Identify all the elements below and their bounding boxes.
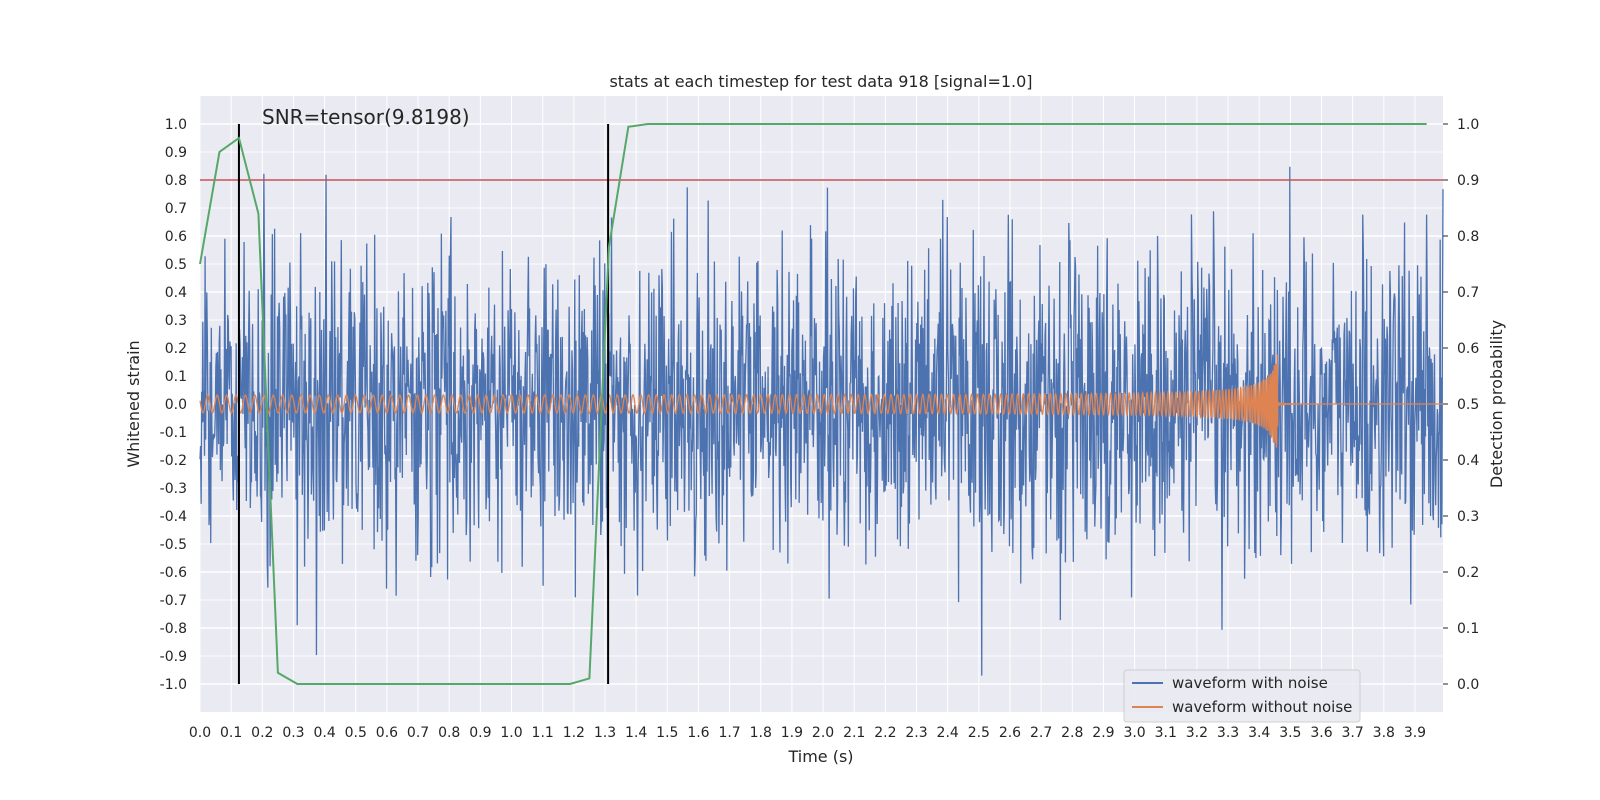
x-tick-label: 0.7 — [407, 725, 429, 741]
y-tick-label: 0.2 — [165, 341, 187, 357]
y-tick-label: 0.7 — [165, 201, 187, 217]
x-tick-label: 2.4 — [937, 725, 959, 741]
legend: waveform with noise waveform without noi… — [1123, 669, 1361, 723]
x-tick-label: 0.6 — [376, 725, 398, 741]
x-tick-label: 2.1 — [843, 725, 865, 741]
x-tick-label: 1.6 — [687, 725, 709, 741]
y-axis-ticks: 1.0 0.9 0.8 0.7 0.6 0.5 0.4 0.3 0.2 0.1 0.0 -0.1 -0.… — [160, 117, 187, 693]
y2-tick-label: 1.0 — [1457, 117, 1479, 133]
x-tick-label: 2.8 — [1061, 725, 1083, 741]
y-tick-label: 0.4 — [165, 285, 187, 301]
x-tick-label: 2.0 — [812, 725, 834, 741]
x-tick-label: 1.9 — [781, 725, 803, 741]
x-tick-label: 2.6 — [999, 725, 1021, 741]
x-tick-label: 2.2 — [874, 725, 896, 741]
x-tick-label: 2.3 — [905, 725, 927, 741]
y2-tick-label: 0.9 — [1457, 173, 1479, 189]
y-tick-label: 0.5 — [165, 257, 187, 273]
y-tick-label: -0.3 — [160, 481, 187, 497]
x-tick-label: 0.2 — [251, 725, 273, 741]
x-tick-label: 1.7 — [718, 725, 740, 741]
x-tick-label: 1.5 — [656, 725, 678, 741]
y-tick-label: 0.3 — [165, 313, 187, 329]
series-waveform-without-noise — [199, 354, 1443, 448]
y-tick-label: -0.1 — [160, 425, 187, 441]
y-tick-label: 0.6 — [165, 229, 187, 245]
y2-tick-label: 0.3 — [1457, 509, 1479, 525]
y-tick-label: -1.0 — [160, 677, 187, 693]
x-tick-label: 2.5 — [968, 725, 990, 741]
series-waveform-with-noise — [199, 166, 1444, 676]
y2-tick-label: 0.7 — [1457, 285, 1479, 301]
x-tick-label: 3.5 — [1279, 725, 1301, 741]
y-tick-label: -0.8 — [160, 621, 187, 637]
y-tick-label: -0.7 — [160, 593, 187, 609]
x-tick-label: 1.2 — [563, 725, 585, 741]
x-tick-label: 3.7 — [1342, 725, 1364, 741]
y2-tick-label: 0.8 — [1457, 229, 1479, 245]
x-tick-label: 2.9 — [1092, 725, 1114, 741]
y-axis-label: Whitened strain — [124, 340, 143, 467]
y-tick-label: -0.9 — [160, 649, 187, 665]
x-axis-ticks: 0.0 0.1 0.2 0.3 0.4 0.5 0.6 0.7 0.8 0.9 1.0 1.1 1.2 1… — [189, 725, 1426, 741]
x-tick-label: 3.4 — [1248, 725, 1270, 741]
legend-label-clean: waveform without noise — [1172, 698, 1352, 716]
x-tick-label: 0.8 — [438, 725, 460, 741]
x-tick-label: 1.8 — [750, 725, 772, 741]
x-tick-label: 0.4 — [313, 725, 335, 741]
legend-label-noise: waveform with noise — [1172, 674, 1328, 692]
y2-axis-label: Detection probability — [1487, 320, 1506, 488]
x-tick-label: 3.9 — [1404, 725, 1426, 741]
x-tick-label: 3.6 — [1310, 725, 1332, 741]
y2-tick-label: 0.5 — [1457, 397, 1479, 413]
x-tick-label: 3.2 — [1186, 725, 1208, 741]
y2-tick-label: 0.6 — [1457, 341, 1479, 357]
series-detection-probability — [199, 123, 1427, 685]
y-tick-label: 0.0 — [165, 397, 187, 413]
x-tick-label: 0.1 — [220, 725, 242, 741]
y-tick-label: -0.6 — [160, 565, 187, 581]
x-tick-label: 3.8 — [1373, 725, 1395, 741]
x-axis-label: Time (s) — [787, 747, 853, 766]
x-tick-label: 0.5 — [345, 725, 367, 741]
x-tick-label: 0.9 — [469, 725, 491, 741]
plot-area — [199, 123, 1444, 685]
x-tick-label: 3.3 — [1217, 725, 1239, 741]
x-tick-label: 1.1 — [532, 725, 554, 741]
y-tick-label: -0.2 — [160, 453, 187, 469]
y-tick-label: 0.9 — [165, 145, 187, 161]
x-tick-label: 0.3 — [282, 725, 304, 741]
y2-tick-label: 0.0 — [1457, 677, 1479, 693]
x-tick-label: 3.1 — [1155, 725, 1177, 741]
y-tick-label: 0.1 — [165, 369, 187, 385]
y-tick-label: 1.0 — [165, 117, 187, 133]
x-tick-label: 1.0 — [500, 725, 522, 741]
chart-title: stats at each timestep for test data 918… — [609, 72, 1032, 91]
y2-axis-ticks: 1.0 0.9 0.8 0.7 0.6 0.5 0.4 0.3 0.2 0.1 0.0 — [1443, 117, 1479, 693]
snr-annotation: SNR=tensor(9.8198) — [262, 105, 470, 129]
x-tick-label: 3.0 — [1123, 725, 1145, 741]
y-tick-label: -0.5 — [160, 537, 187, 553]
y2-tick-label: 0.4 — [1457, 453, 1479, 469]
x-tick-label: 0.0 — [189, 725, 211, 741]
y2-tick-label: 0.2 — [1457, 565, 1479, 581]
x-tick-label: 2.7 — [1030, 725, 1052, 741]
x-tick-label: 1.4 — [625, 725, 647, 741]
y-tick-label: 0.8 — [165, 173, 187, 189]
y-tick-label: -0.4 — [160, 509, 187, 525]
legend-box — [1123, 669, 1361, 723]
x-tick-label: 1.3 — [594, 725, 616, 741]
y2-tick-label: 0.1 — [1457, 621, 1479, 637]
